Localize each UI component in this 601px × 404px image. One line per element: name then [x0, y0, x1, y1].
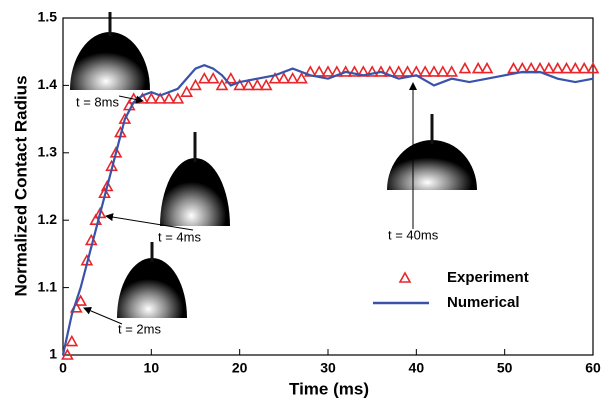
experiment-marker: [268, 72, 282, 84]
experiment-marker: [197, 72, 211, 84]
experiment-marker: [144, 92, 158, 104]
experiment-marker: [153, 92, 167, 104]
experiment-marker: [65, 334, 79, 347]
experiment-marker: [418, 65, 432, 77]
experiment-marker: [189, 78, 202, 91]
experiment-marker: [471, 61, 485, 74]
experiment-marker: [560, 61, 573, 74]
x-axis-label: Time (ms): [289, 379, 369, 398]
experiment-marker: [61, 348, 74, 360]
y-axis-label: Normalized Contact Radius: [11, 75, 30, 296]
droplet-image: [117, 258, 187, 318]
experiment-marker: [295, 72, 308, 84]
experiment-marker: [445, 65, 459, 77]
y-tick-label: 1.3: [38, 144, 58, 160]
experiment-marker: [321, 65, 335, 77]
x-tick-label: 10: [144, 360, 160, 376]
y-tick-label: 1.2: [38, 211, 58, 227]
x-tick-label: 20: [232, 360, 248, 376]
legend-label: Numerical: [447, 294, 520, 311]
y-tick-label: 1.4: [38, 76, 58, 92]
annotation-arrow: [105, 213, 194, 231]
legend-marker: [398, 271, 412, 283]
experiment-marker: [365, 65, 379, 77]
experiment-marker: [171, 92, 185, 104]
annotation-arrow: [83, 307, 123, 325]
x-tick-label: 40: [409, 360, 425, 376]
experiment-marker: [436, 65, 450, 77]
experiment-marker: [215, 78, 229, 91]
experiment-marker: [312, 65, 326, 77]
experiment-marker: [250, 78, 264, 91]
annotation-arrow: [118, 95, 144, 104]
annotation: t = 2ms: [118, 321, 161, 336]
experiment-marker: [577, 61, 591, 74]
x-tick-label: 60: [585, 360, 601, 376]
y-tick-label: 1: [49, 346, 57, 362]
experiment-marker: [242, 78, 255, 91]
x-tick-label: 30: [320, 360, 336, 376]
annotation: t = 8ms: [76, 94, 119, 109]
droplet-image: [387, 140, 477, 190]
annotation: t = 4ms: [158, 229, 201, 244]
experiment-marker: [480, 61, 494, 74]
experiment-marker: [233, 78, 247, 91]
experiment-marker: [551, 61, 565, 74]
experiment-marker: [224, 72, 238, 84]
experiment-marker: [180, 85, 194, 97]
y-tick-label: 1.5: [38, 9, 58, 25]
legend-label: Experiment: [447, 269, 529, 286]
droplet-image: [160, 158, 230, 226]
experiment-marker: [427, 65, 441, 77]
experiment-marker: [74, 294, 88, 306]
experiment-marker: [392, 65, 406, 77]
experiment-marker: [206, 72, 220, 84]
experiment-marker: [568, 61, 582, 74]
experiment-marker: [162, 92, 176, 104]
experiment-marker: [586, 61, 600, 74]
droplet-image: [70, 32, 150, 90]
x-tick-label: 0: [59, 360, 67, 376]
experiment-marker: [507, 61, 520, 74]
y-tick-label: 1.1: [38, 278, 58, 294]
experiment-marker: [401, 65, 414, 77]
experiment-marker: [277, 72, 291, 84]
experiment-marker: [259, 78, 273, 91]
numerical-line: [61, 64, 594, 356]
experiment-marker: [348, 65, 361, 77]
experiment-marker: [542, 61, 556, 74]
experiment-marker: [458, 61, 472, 74]
experiment-marker: [286, 72, 300, 84]
x-tick-label: 50: [497, 360, 513, 376]
annotation: t = 40ms: [388, 227, 439, 242]
